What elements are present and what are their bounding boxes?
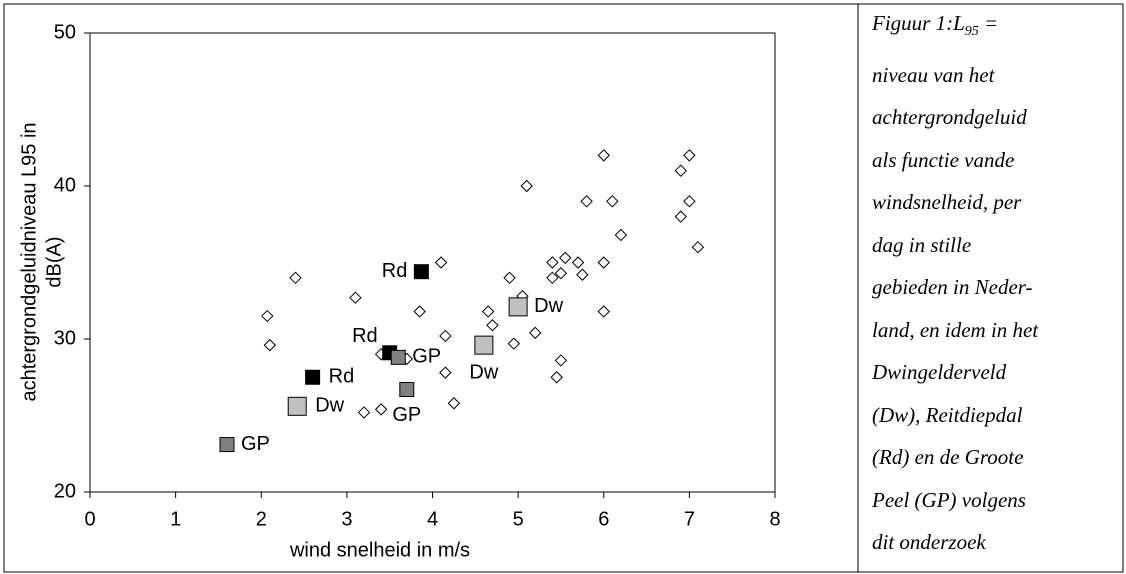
caption-line: windsnelheid, per [872,190,1022,215]
point-label: Dw [469,361,498,383]
point [571,256,585,269]
x-tick-label: 7 [684,508,695,530]
caption-sub: 95 [964,24,979,40]
point [434,256,448,269]
point [261,309,274,323]
point-label: GP [392,404,421,426]
point-label: Dw [315,395,344,417]
point [546,256,559,269]
point [683,149,696,162]
y-tick-label: 20 [54,480,76,502]
caption-line: land, en idem in het [872,317,1039,342]
point [413,305,426,318]
point [287,396,307,416]
y-tick-label: 40 [54,174,76,196]
point [481,305,495,318]
frame [3,3,1124,573]
point-label: GP [241,433,270,455]
point [390,349,406,365]
caption-line: Figuur 1:L95 = [872,2,1122,54]
point [554,267,568,280]
x-tick-label: 0 [84,508,95,530]
point [219,437,235,453]
point-label: Rd [352,325,378,347]
y-axis-title: achtergrondgeluidniveau L95 in [18,122,40,401]
plot-area [89,32,776,493]
caption-line: achtergrondgeluid [872,105,1027,130]
caption-line: Peel (GP) volgens [872,487,1026,512]
x-tick-label: 2 [256,508,267,530]
point-label: Rd [382,260,408,282]
point-label: Rd [329,366,355,388]
caption-line: niveau van het [872,62,995,87]
caption-text: Figuur 1:L [872,11,965,35]
point [597,256,610,269]
caption-line: als functie vande [872,147,1015,172]
caption-line: Dwingelderveld [872,360,1007,385]
point [503,271,516,285]
point [507,337,521,350]
caption: Figuur 1:L95 = niveau van het achtergrond… [872,2,1122,564]
point [263,338,277,352]
caption-line: dit onderzoek [872,530,986,555]
point [474,335,494,355]
point [550,371,563,384]
point [508,297,528,317]
x-axis-title: wind snelheid in m/s [289,539,470,561]
point [439,329,452,343]
x-tick-label: 4 [427,508,438,530]
x-tick-label: 5 [513,508,524,530]
point [439,366,452,379]
point [597,149,610,162]
point [559,251,572,265]
y-axis-title: dB(A) [43,236,65,287]
point [374,403,388,416]
caption-line: (Dw), Reitdiepdal [872,402,1023,427]
point [486,319,499,332]
point [554,354,568,367]
point [614,228,628,242]
point [447,397,461,410]
point [289,271,302,285]
point [674,164,688,177]
x-tick-label: 1 [170,508,181,530]
point [349,291,362,304]
point [597,305,610,318]
caption-line: (Rd) en de Groote [872,445,1024,470]
x-tick-label: 3 [341,508,352,530]
point [357,406,371,419]
point [576,268,589,281]
caption-line: dag in stille [872,232,972,257]
x-tick-label: 8 [769,508,780,530]
y-tick-label: 30 [54,327,76,349]
point [399,381,415,397]
y-tick-label: 50 [54,21,76,43]
point [606,195,619,208]
point [520,179,533,193]
point [674,210,688,223]
point [305,369,321,385]
point-label: GP [412,346,441,368]
x-tick-label: 6 [598,508,609,530]
point [580,195,593,208]
caption-line: gebieden in Neder- [872,275,1033,300]
point [529,326,542,340]
point [683,195,696,208]
caption-text: = [978,11,999,35]
point-label: Dw [534,295,563,317]
point [691,240,705,254]
point [413,264,429,280]
point [546,271,559,285]
